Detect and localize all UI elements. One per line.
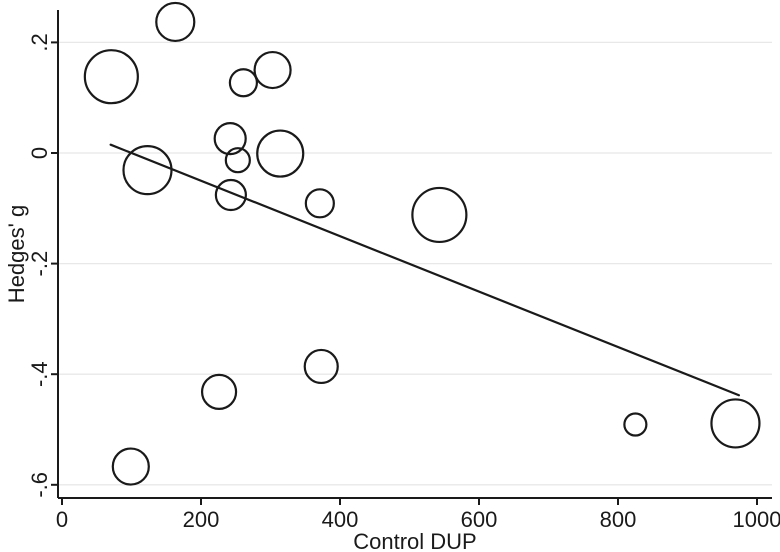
y-tick-label: 0 (27, 147, 52, 159)
x-axis-title: Control DUP (353, 529, 476, 552)
study-bubble (256, 129, 305, 178)
study-bubble (253, 50, 292, 90)
gridlines (58, 41, 772, 486)
study-bubble (228, 68, 258, 98)
axes (57, 10, 772, 499)
study-bubble (710, 398, 761, 449)
study-bubble (411, 186, 468, 244)
regression-line (109, 143, 741, 397)
x-tick-label: 600 (461, 507, 498, 532)
y-tick-label: -.4 (27, 361, 52, 387)
x-tick-label: 400 (322, 507, 359, 532)
study-bubble (214, 178, 247, 212)
study-bubble (224, 147, 251, 174)
axis-titles: Control DUP Hedges' g (4, 205, 477, 552)
study-bubble (83, 49, 139, 105)
regression-line-layer (109, 143, 741, 397)
y-axis-title: Hedges' g (4, 205, 29, 303)
study-bubble (200, 373, 238, 410)
study-bubble (623, 412, 648, 437)
study-bubble (155, 1, 196, 43)
study-bubble (304, 188, 335, 219)
axis-ticks: .20-.2-.4-.60 200 400 600 800 1000 (27, 33, 780, 532)
y-tick-label: .2 (27, 33, 52, 51)
study-bubble (303, 348, 339, 385)
x-tick-label: 800 (600, 507, 637, 532)
study-bubble (111, 447, 150, 486)
y-tick-label: -.2 (27, 251, 52, 277)
y-tick-label: -.6 (27, 472, 52, 498)
study-bubbles (83, 1, 761, 486)
study-bubble (213, 122, 247, 156)
x-tick-label: 200 (183, 507, 220, 532)
study-bubble (122, 145, 173, 196)
x-tick-label: 0 (56, 507, 68, 532)
x-tick-label: 1000 (733, 507, 780, 532)
